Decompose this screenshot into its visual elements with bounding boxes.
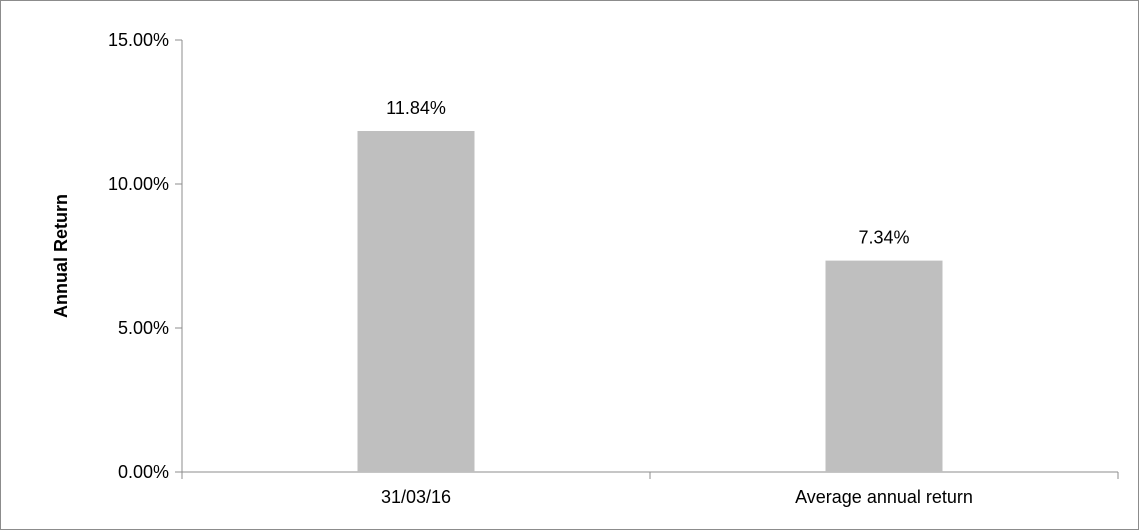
y-axis: 0.00% 5.00% 10.00% 15.00% bbox=[108, 30, 183, 482]
bars bbox=[357, 131, 943, 472]
x-category-label: Average annual return bbox=[795, 487, 973, 507]
bar-value-label: 11.84% bbox=[386, 98, 446, 118]
y-axis-title: Annual Return bbox=[51, 194, 71, 318]
y-tick-label: 10.00% bbox=[108, 174, 169, 194]
x-category-label: 31/03/16 bbox=[381, 487, 451, 507]
bar-value-label: 7.34% bbox=[858, 228, 909, 248]
bar bbox=[357, 131, 475, 472]
x-axis: 31/03/16 Average annual return bbox=[181, 471, 1119, 507]
y-tick-label: 0.00% bbox=[118, 462, 169, 482]
y-tick-label: 15.00% bbox=[108, 30, 169, 50]
y-tick-label: 5.00% bbox=[118, 318, 169, 338]
bar bbox=[825, 260, 943, 472]
data-labels: 11.84% 7.34% bbox=[386, 98, 909, 248]
